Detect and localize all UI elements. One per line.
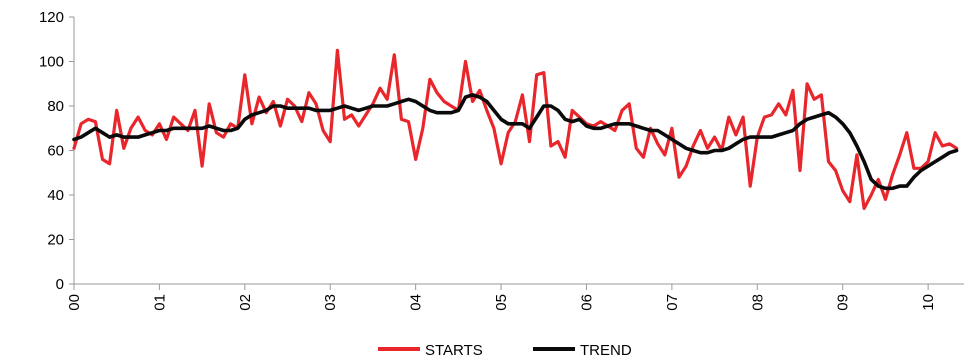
x-tick-label: 05 <box>493 294 510 311</box>
x-tick-label: 04 <box>408 294 425 311</box>
starts-series-line <box>72 48 959 210</box>
y-tick-label: 100 <box>39 54 64 71</box>
x-tick-label: 02 <box>237 294 254 311</box>
y-tick-label: 40 <box>47 187 64 204</box>
legend: STARTS TREND <box>378 342 632 359</box>
y-tick-label: 0 <box>56 276 64 293</box>
y-axis: 0 20 40 60 80 100 120 <box>39 9 75 293</box>
y-tick-label: 120 <box>39 9 64 26</box>
x-tick-label: 06 <box>578 294 595 311</box>
y-tick-label: 20 <box>47 232 64 249</box>
x-tick-label: 10 <box>920 294 937 311</box>
x-tick-label: 07 <box>664 294 681 311</box>
x-axis: 00 01 02 03 04 05 06 07 08 09 10 <box>66 283 964 311</box>
x-tick-label: 08 <box>749 294 766 311</box>
series-lines <box>72 48 959 210</box>
legend-starts-label: STARTS <box>425 342 483 359</box>
legend-trend-label: TREND <box>580 342 632 359</box>
trend-series-line <box>72 93 959 191</box>
x-tick-label: 09 <box>835 294 852 311</box>
x-tick-label: 00 <box>66 294 83 311</box>
x-tick-label: 01 <box>151 294 168 311</box>
y-tick-label: 60 <box>47 143 64 160</box>
x-tick-label: 03 <box>322 294 339 311</box>
y-tick-label: 80 <box>47 98 64 115</box>
